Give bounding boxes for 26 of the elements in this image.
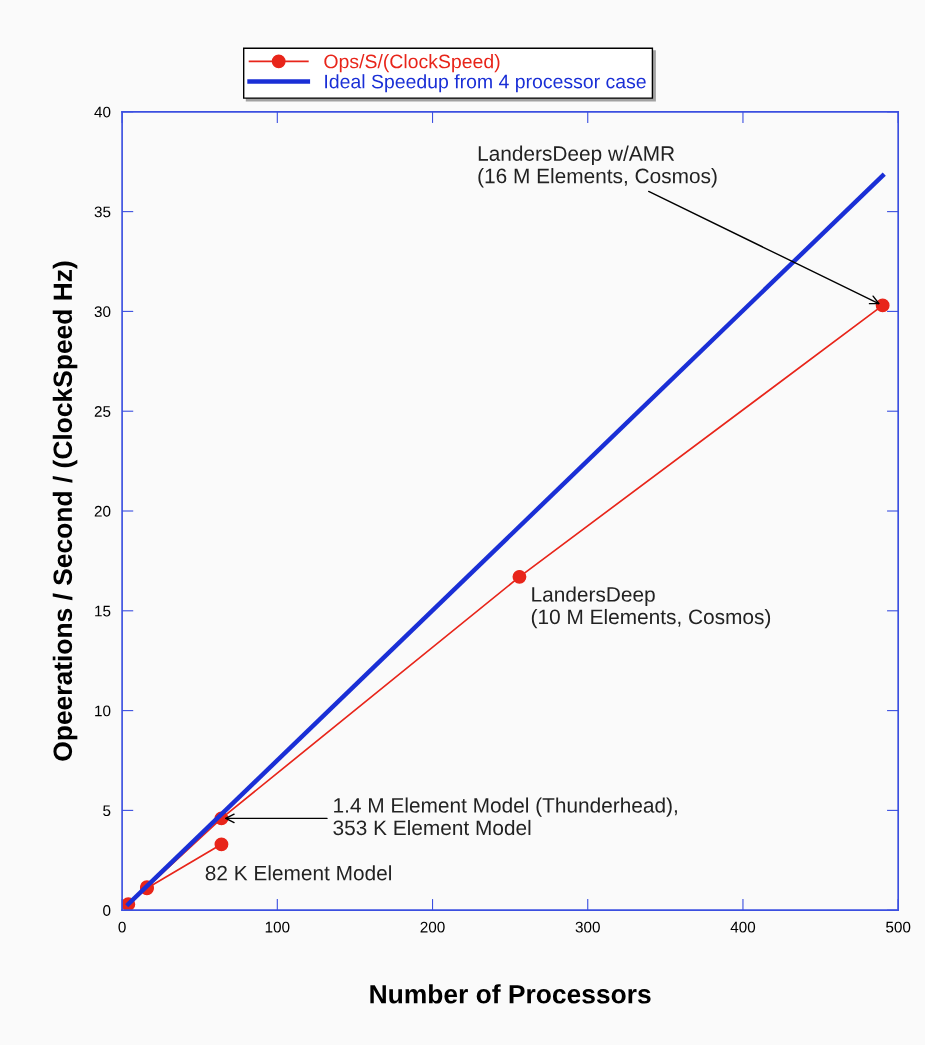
point [512, 569, 527, 584]
y-tick-label: 5 [103, 805, 111, 817]
x-tick-label: 100 [265, 921, 290, 933]
legend-label: Ideal Speedup from 4 processor case [325, 74, 646, 93]
annotation: 1.4 M Element Model (Thunderhead), 353 K Element Model [333, 797, 677, 836]
y-tick-label: 30 [94, 306, 111, 318]
y-tick-label: 0 [103, 905, 111, 916]
x-tick-label: 300 [575, 921, 600, 933]
annotation: LandersDeep w/AMR (16 M Elements, Cosmos) [478, 145, 717, 188]
y-tick-label: 10 [95, 705, 111, 717]
point [214, 837, 229, 852]
x-tick-label: 500 [886, 921, 911, 933]
x-tick-label: 0 [118, 921, 126, 933]
point [875, 298, 890, 313]
y-tick-label: 35 [94, 206, 111, 218]
legend-label: Ops/S/(ClockSpeed) [324, 54, 500, 73]
annotation: 82 K Element Model [205, 865, 391, 881]
x-tick-label: 200 [420, 921, 445, 933]
y-tick-label: 15 [95, 605, 111, 617]
y-axis-title: Opeerations / Second / (ClockSpeed Hz) [52, 261, 78, 761]
x-tick-label: 400 [730, 921, 756, 933]
x-axis-title: Number of Processors [370, 984, 651, 1004]
y-tick-label: 40 [94, 106, 111, 118]
y-tick-label: 25 [94, 406, 111, 417]
annotation: LandersDeep (10 M Elements, Cosmos) [531, 586, 771, 629]
y-tick-label: 20 [94, 505, 111, 517]
